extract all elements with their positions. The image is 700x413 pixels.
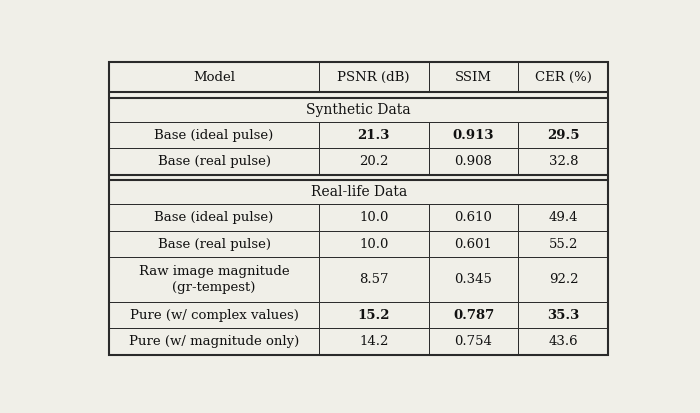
Text: 0.908: 0.908 xyxy=(454,155,493,168)
Text: Model: Model xyxy=(193,71,235,84)
Text: 0.913: 0.913 xyxy=(453,128,494,142)
Bar xyxy=(428,302,519,328)
Text: 8.57: 8.57 xyxy=(359,273,389,286)
Text: 10.0: 10.0 xyxy=(359,211,389,224)
Bar xyxy=(428,62,519,93)
Text: 15.2: 15.2 xyxy=(358,309,390,322)
Bar xyxy=(318,148,428,175)
Text: 92.2: 92.2 xyxy=(549,273,578,286)
Bar xyxy=(318,231,428,257)
Bar xyxy=(519,302,608,328)
Text: 0.754: 0.754 xyxy=(454,335,493,348)
Text: 35.3: 35.3 xyxy=(547,309,580,322)
Text: 29.5: 29.5 xyxy=(547,128,580,142)
Bar xyxy=(109,302,319,328)
Bar xyxy=(519,62,608,93)
Bar xyxy=(109,257,319,302)
Text: 20.2: 20.2 xyxy=(359,155,389,168)
Bar xyxy=(109,148,319,175)
Text: 55.2: 55.2 xyxy=(549,237,578,251)
Text: 21.3: 21.3 xyxy=(358,128,390,142)
Text: 10.0: 10.0 xyxy=(359,237,389,251)
Bar xyxy=(428,231,519,257)
Bar xyxy=(109,175,608,180)
Text: Base (ideal pulse): Base (ideal pulse) xyxy=(155,128,274,142)
Text: PSNR (dB): PSNR (dB) xyxy=(337,71,410,84)
Bar xyxy=(109,204,319,231)
Bar xyxy=(109,122,319,148)
Bar xyxy=(109,180,608,204)
Bar xyxy=(318,122,428,148)
Bar xyxy=(318,328,428,355)
Text: 0.610: 0.610 xyxy=(454,211,493,224)
Bar xyxy=(519,257,608,302)
Text: 14.2: 14.2 xyxy=(359,335,389,348)
Bar xyxy=(318,62,428,93)
Bar xyxy=(519,231,608,257)
Bar xyxy=(519,122,608,148)
Text: Synthetic Data: Synthetic Data xyxy=(307,103,411,117)
Text: SSIM: SSIM xyxy=(455,71,492,84)
Bar xyxy=(519,204,608,231)
Text: 0.787: 0.787 xyxy=(453,309,494,322)
Bar xyxy=(318,257,428,302)
Text: Base (real pulse): Base (real pulse) xyxy=(158,237,270,251)
Bar xyxy=(109,231,319,257)
Text: Base (ideal pulse): Base (ideal pulse) xyxy=(155,211,274,224)
Text: Real-life Data: Real-life Data xyxy=(311,185,407,199)
Text: 43.6: 43.6 xyxy=(549,335,578,348)
Text: Pure (w/ magnitude only): Pure (w/ magnitude only) xyxy=(129,335,299,348)
Text: 49.4: 49.4 xyxy=(549,211,578,224)
Text: 32.8: 32.8 xyxy=(549,155,578,168)
Text: Raw image magnitude
(gr-tempest): Raw image magnitude (gr-tempest) xyxy=(139,265,289,294)
Bar xyxy=(428,148,519,175)
Bar xyxy=(428,122,519,148)
Text: 0.601: 0.601 xyxy=(454,237,493,251)
Bar xyxy=(519,148,608,175)
Bar xyxy=(109,98,608,122)
Text: CER (%): CER (%) xyxy=(535,71,591,84)
Text: Pure (w/ complex values): Pure (w/ complex values) xyxy=(130,309,298,322)
Bar xyxy=(109,62,319,93)
Text: 0.345: 0.345 xyxy=(454,273,493,286)
Bar xyxy=(428,257,519,302)
Text: Base (real pulse): Base (real pulse) xyxy=(158,155,270,168)
Bar xyxy=(519,328,608,355)
Bar xyxy=(318,204,428,231)
Bar xyxy=(109,93,608,98)
Bar xyxy=(109,328,319,355)
Bar xyxy=(428,328,519,355)
Bar xyxy=(428,204,519,231)
Bar xyxy=(318,302,428,328)
